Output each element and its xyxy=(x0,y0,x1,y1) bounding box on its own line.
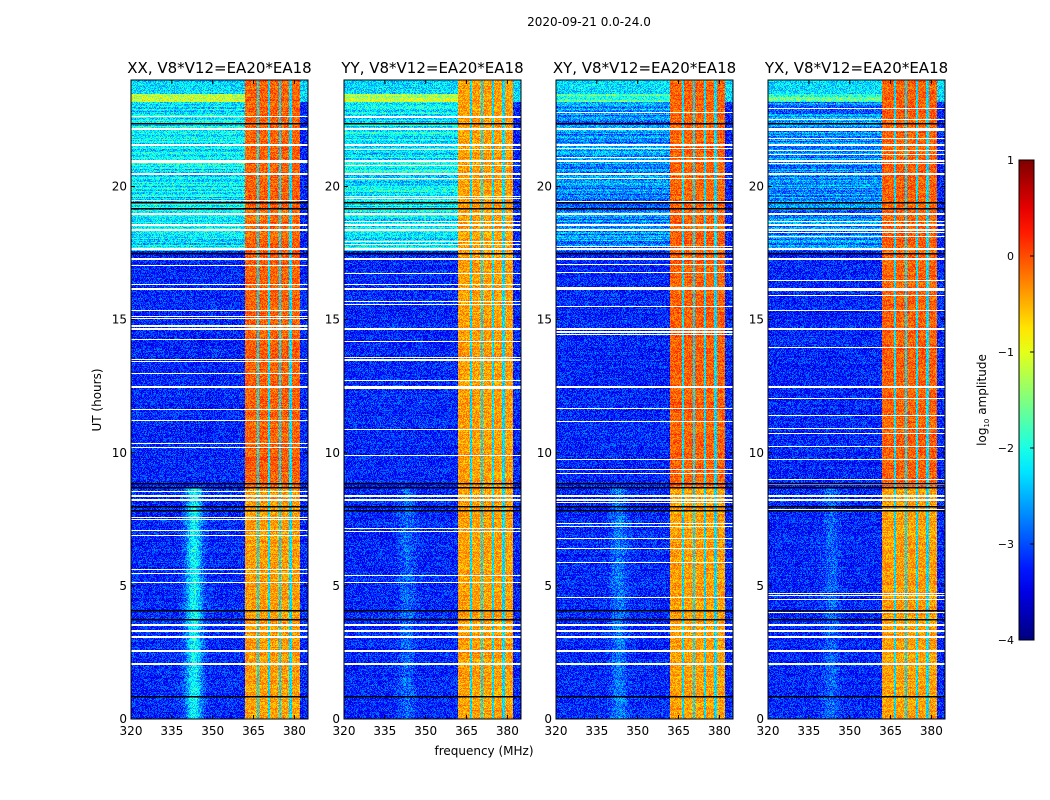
y-tick-label: 0 xyxy=(544,712,552,726)
heatmap-3 xyxy=(556,80,733,719)
x-tick-label: 380 xyxy=(920,724,943,738)
heatmap-2 xyxy=(344,80,521,719)
colorbar: 1 0 −1 −2 −3 −4 xyxy=(998,154,1035,647)
x-tick-label: 320 xyxy=(757,724,780,738)
y-tick-label: 5 xyxy=(544,579,552,593)
figure-title: 2020-09-21 0.0-24.0 xyxy=(527,15,651,29)
x-tick-label: 380 xyxy=(708,724,731,738)
panel-frame xyxy=(767,79,946,720)
x-tick-label: 380 xyxy=(496,724,519,738)
y-axis-label: UT (hours) xyxy=(90,368,104,431)
x-tick-label: 365 xyxy=(455,724,478,738)
heatmap-1 xyxy=(131,80,308,719)
x-tick-label: 335 xyxy=(585,724,608,738)
panel-1: XX, V8*V12=EA20*EA18 320 335 350 365 380 0 5 10 1… xyxy=(112,59,312,738)
y-tick-label: 5 xyxy=(119,579,127,593)
x-tick-label: 380 xyxy=(283,724,306,738)
y-tick-label: 10 xyxy=(112,446,127,460)
x-tick-label: 365 xyxy=(667,724,690,738)
colorbar-tick-label: −4 xyxy=(998,634,1014,647)
y-tick-label: 20 xyxy=(112,180,127,194)
panel-title: YX, V8*V12=EA20*EA18 xyxy=(764,59,948,77)
x-tick-label: 365 xyxy=(879,724,902,738)
colorbar-gradient xyxy=(1018,159,1035,641)
colorbar-tick-label: −2 xyxy=(998,442,1014,455)
heatmap-4 xyxy=(768,80,945,719)
panel-frame xyxy=(130,79,309,720)
y-tick-label: 15 xyxy=(537,313,552,327)
y-tick-label: 20 xyxy=(749,180,764,194)
y-tick-label: 5 xyxy=(332,579,340,593)
panel-4: YX, V8*V12=EA20*EA18 320 335 350 365 380 0 5 10 1… xyxy=(749,59,948,738)
y-tick-label: 20 xyxy=(325,180,340,194)
x-tick-label: 350 xyxy=(201,724,224,738)
x-tick-label: 335 xyxy=(373,724,396,738)
y-tick-label: 15 xyxy=(749,313,764,327)
y-tick-label: 20 xyxy=(537,180,552,194)
x-tick-label: 320 xyxy=(120,724,143,738)
y-tick-label: 0 xyxy=(332,712,340,726)
colorbar-tick-label: 1 xyxy=(1007,154,1014,167)
panel-title: YY, V8*V12=EA20*EA18 xyxy=(340,59,523,77)
x-axis-label: frequency (MHz) xyxy=(434,744,533,758)
y-tick-label: 15 xyxy=(112,313,127,327)
x-tick-label: 335 xyxy=(160,724,183,738)
x-tick-label: 350 xyxy=(414,724,437,738)
panel-2: YY, V8*V12=EA20*EA18 320 335 350 365 380 0 5 10 1… xyxy=(325,59,524,738)
y-tick-label: 10 xyxy=(537,446,552,460)
y-tick-label: 0 xyxy=(119,712,127,726)
y-tick-label: 0 xyxy=(756,712,764,726)
x-tick-label: 350 xyxy=(838,724,861,738)
panel-frame xyxy=(555,79,734,720)
x-tick-label: 320 xyxy=(545,724,568,738)
colorbar-tick-label: 0 xyxy=(1007,250,1014,263)
colorbar-tick-label: −3 xyxy=(998,538,1014,551)
x-tick-label: 335 xyxy=(797,724,820,738)
y-tick-label: 10 xyxy=(325,446,340,460)
panel-3: XY, V8*V12=EA20*EA18 320 335 350 365 380 0 5 10 1… xyxy=(537,59,736,738)
x-tick-label: 350 xyxy=(626,724,649,738)
colorbar-label: log10 amplitude xyxy=(975,354,991,446)
y-tick-label: 10 xyxy=(749,446,764,460)
panel-title: XX, V8*V12=EA20*EA18 xyxy=(127,59,311,77)
y-tick-label: 5 xyxy=(756,579,764,593)
x-tick-label: 320 xyxy=(333,724,356,738)
y-tick-label: 15 xyxy=(325,313,340,327)
x-tick-label: 365 xyxy=(242,724,265,738)
colorbar-tick-label: −1 xyxy=(998,346,1014,359)
panel-frame xyxy=(343,79,522,720)
panel-title: XY, V8*V12=EA20*EA18 xyxy=(553,59,736,77)
